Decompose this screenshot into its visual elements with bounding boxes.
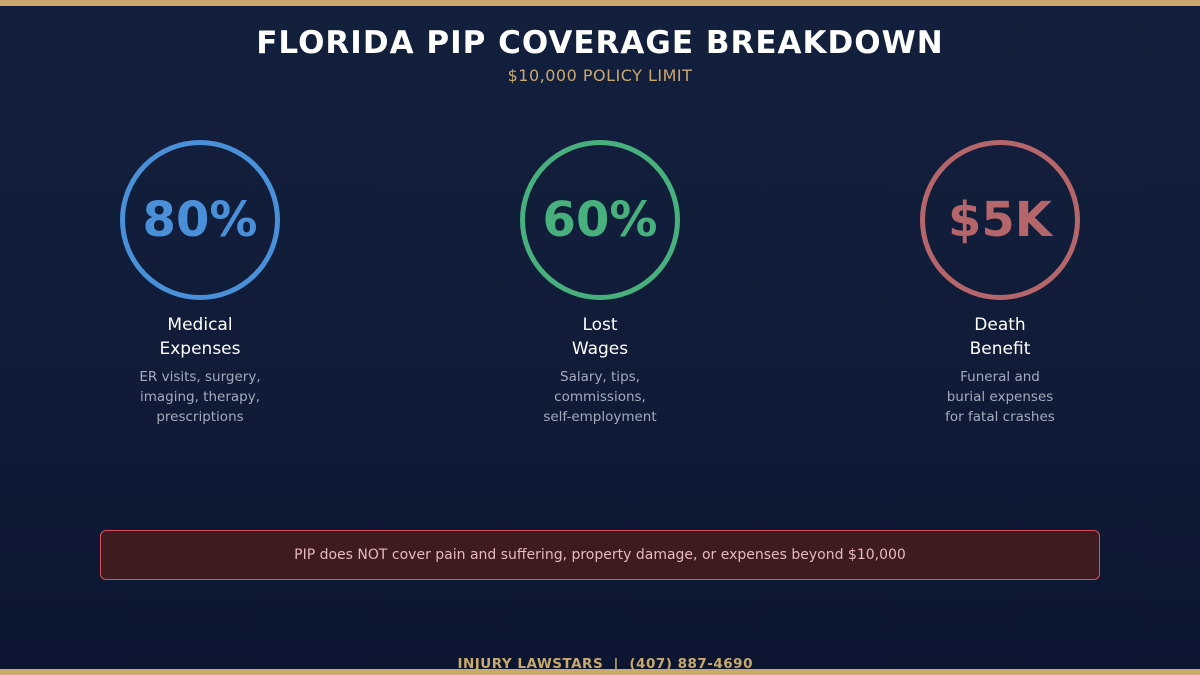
coverage-label-line: Lost <box>582 315 618 335</box>
coverage-label: Lost Wages <box>520 313 680 361</box>
coverage-ring: 80% <box>120 140 280 300</box>
coverage-label-line: Wages <box>571 339 629 359</box>
coverage-description-line: imaging, therapy, <box>139 389 261 405</box>
top-accent-bar <box>0 0 1200 6</box>
coverage-death-benefit: $5K Death Benefit Funeral and burial exp… <box>880 140 1120 427</box>
coverage-label-line: Benefit <box>969 339 1031 359</box>
coverage-description-line: self-employment <box>543 409 657 425</box>
coverage-label-line: Death <box>974 315 1026 335</box>
coverage-value: 60% <box>542 192 658 248</box>
coverage-description-line: Salary, tips, <box>560 369 640 385</box>
coverage-description-line: burial expenses <box>946 389 1054 405</box>
coverage-ring: $5K <box>920 140 1080 300</box>
bottom-accent-bar <box>0 669 1200 675</box>
coverage-description-line: Funeral and <box>960 369 1040 385</box>
exclusion-warning-box: PIP does NOT cover pain and suffering, p… <box>100 530 1100 580</box>
exclusion-warning-text: PIP does NOT cover pain and suffering, p… <box>294 547 906 563</box>
coverage-label-line: Expenses <box>159 339 241 359</box>
coverage-value: 80% <box>142 192 258 248</box>
coverage-description-line: for fatal crashes <box>945 409 1055 425</box>
coverage-medical: 80% Medical Expenses ER visits, surgery,… <box>80 140 320 427</box>
coverage-label: Death Benefit <box>920 313 1080 361</box>
coverage-description: Salary, tips, commissions, self-employme… <box>530 367 670 427</box>
coverage-description-line: commissions, <box>554 389 646 405</box>
page-subtitle: $10,000 POLICY LIMIT <box>507 66 693 85</box>
coverage-label: Medical Expenses <box>120 313 280 361</box>
coverage-lost-wages: 60% Lost Wages Salary, tips, commissions… <box>480 140 720 427</box>
footer-contact: INJURY LAWSTARS | (407) 887-4690 <box>0 640 1200 672</box>
coverage-description: ER visits, surgery, imaging, therapy, pr… <box>130 367 270 427</box>
footer-text: INJURY LAWSTARS | (407) 887-4690 <box>457 656 753 672</box>
coverage-value: $5K <box>948 192 1052 248</box>
coverage-label-line: Medical <box>167 315 233 335</box>
coverage-description-line: ER visits, surgery, <box>139 369 261 385</box>
coverage-ring: 60% <box>520 140 680 300</box>
coverage-description: Funeral and burial expenses for fatal cr… <box>930 367 1070 427</box>
coverage-description-line: prescriptions <box>156 409 244 425</box>
page-title: FLORIDA PIP COVERAGE BREAKDOWN <box>256 25 944 61</box>
